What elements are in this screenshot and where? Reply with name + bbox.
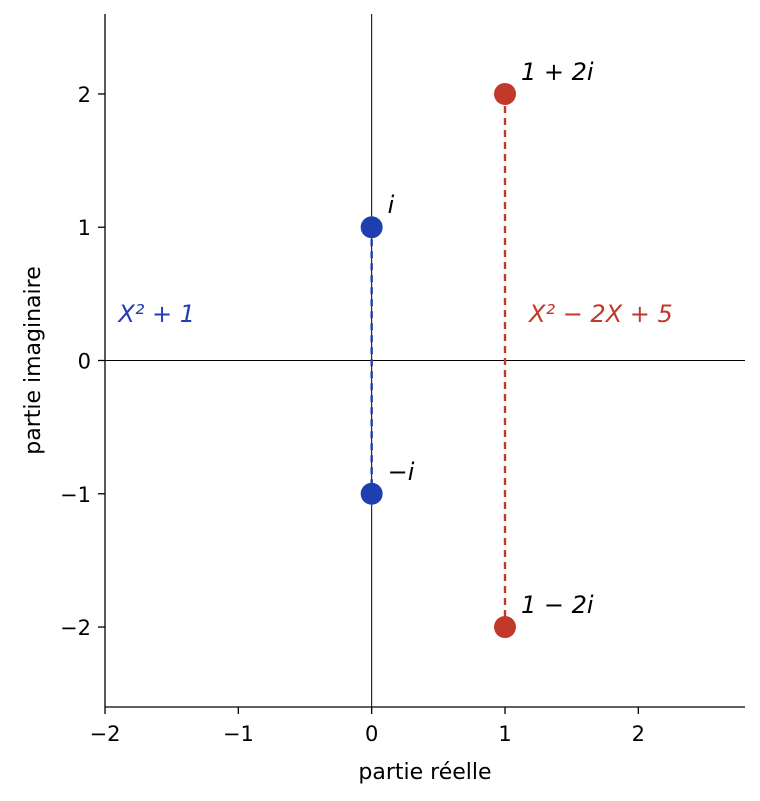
polynomial-label: X² + 1 [116,300,195,328]
y-tick-label: 2 [78,83,91,107]
x-tick-label: 0 [365,722,378,746]
root-point [360,482,383,505]
y-tick-label: −1 [60,483,91,507]
x-tick-label: −1 [223,722,254,746]
root-point-label: 1 + 2i [521,58,594,86]
y-tick-label: 1 [78,216,91,240]
x-tick-label: 1 [498,722,511,746]
y-tick-label: −2 [60,616,91,640]
root-point [494,82,516,105]
root-point-label: −i [388,458,415,486]
x-axis-label: partie réelle [358,760,491,785]
polynomial-label: X² − 2X + 5 [527,300,673,328]
x-tick-label: 2 [632,722,645,746]
plot-area: −2 −1 0 1 2 −2 −1 0 1 2 partie réelle partie imagin… [21,14,745,785]
x-tick-label: −2 [90,722,121,746]
y-tick-label: 0 [78,350,91,374]
root-point [494,616,516,639]
root-point-label: 1 − 2i [521,591,594,619]
root-point [360,216,383,239]
root-point-label: i [388,191,395,219]
y-axis-label: partie imaginaire [21,266,46,455]
